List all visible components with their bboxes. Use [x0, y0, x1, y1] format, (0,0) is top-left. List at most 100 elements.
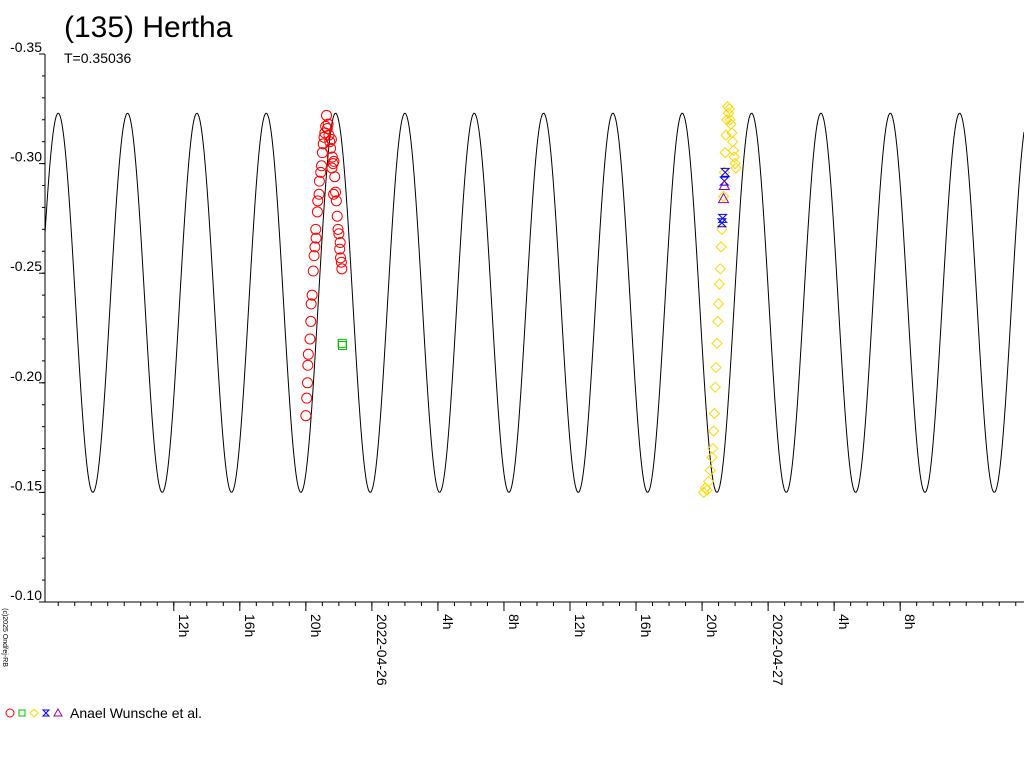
y-tick-label: -0.25 [10, 258, 42, 274]
data-point-diamond [728, 151, 740, 163]
x-tick-label: 8h [506, 614, 522, 630]
data-point-circle [311, 206, 323, 218]
data-point-hourglass [717, 213, 728, 223]
y-tick-label: -0.20 [10, 368, 42, 384]
data-point-circle [301, 392, 313, 404]
chart-title: (135) Hertha [64, 11, 233, 44]
data-point-diamond [712, 298, 725, 310]
model-curve-line [44, 112, 1024, 494]
data-point-diamond [710, 361, 722, 374]
chart-axes: -0.35 -0.30 -0.25 -0.20 -0.15 -0.10 12h 16h 20h 2… [10, 39, 1024, 686]
data-point-triangle [718, 179, 731, 191]
legend-symbol-diamond [29, 708, 39, 718]
data-point-circle [330, 186, 342, 198]
data-point-diamond [730, 162, 742, 174]
data-point-triangle [717, 192, 730, 204]
data-point-circle [308, 250, 320, 262]
data-point-square [337, 338, 347, 348]
y-tick-label: -0.10 [10, 587, 42, 603]
legend-symbol-circle [5, 708, 15, 718]
data-point-diamond [726, 135, 739, 148]
data-point-diamond [709, 381, 721, 393]
data-point-circle [304, 333, 316, 345]
x-tick-label: 2022-04-27 [770, 614, 786, 686]
legend-label: Anael Wunsche et al. [70, 705, 203, 721]
data-point-circle [333, 228, 345, 240]
data-point-diamond [716, 223, 728, 236]
data-point-diamond [707, 425, 720, 437]
data-point-circle [302, 348, 314, 360]
x-tick-label: 12h [572, 614, 588, 637]
data-point-circle [307, 265, 319, 277]
data-point-diamond [717, 190, 730, 203]
data-point-circle [328, 155, 340, 167]
data-point-diamond [706, 451, 718, 464]
x-tick-label: 2022-04-26 [374, 614, 390, 686]
data-point-circle [301, 377, 313, 389]
data-point-diamond [713, 278, 726, 290]
y-tick-label: -0.15 [10, 477, 42, 493]
data-point-circle [328, 188, 340, 200]
legend-symbol-triangle [53, 707, 63, 717]
data-point-diamond [707, 442, 719, 455]
data-point-circle [305, 315, 317, 327]
data-point-diamond [704, 464, 717, 477]
legend-symbol-square [18, 709, 26, 717]
legend-symbols [5, 707, 63, 718]
data-point-circle [313, 188, 325, 200]
data-point-circle [316, 160, 328, 172]
data-point-circle [324, 136, 336, 148]
data-point-diamond [702, 475, 715, 488]
data-point-diamond [701, 484, 713, 496]
data-point-circle [336, 263, 348, 275]
data-point-diamond [708, 407, 721, 420]
data-point-hourglass [719, 167, 731, 177]
data-point-circle [320, 109, 332, 121]
data-point-diamond [720, 129, 732, 141]
x-tick-label: 8h [902, 614, 918, 630]
data-point-circle [326, 151, 338, 163]
data-point-square [337, 341, 347, 351]
data-point-circle [312, 195, 324, 207]
x-tick-label: 12h [176, 614, 192, 637]
x-tick-label: 20h [704, 614, 720, 637]
data-point-circle [315, 166, 327, 178]
data-point-diamond [711, 337, 723, 350]
data-point-diamond [724, 114, 736, 126]
data-point-circle [310, 232, 322, 244]
data-point-circle [305, 298, 317, 310]
data-point-circle [326, 162, 338, 174]
data-point-diamond [714, 263, 726, 275]
data-point-circle [306, 289, 318, 301]
data-point-circle [335, 256, 347, 268]
data-point-diamond [719, 146, 731, 159]
data-point-circle [300, 410, 312, 422]
legend-symbol-hourglass [41, 709, 51, 717]
legend: Anael Wunsche et al. [4, 704, 202, 722]
data-point-circle [330, 195, 342, 207]
data-point-circle [334, 243, 346, 255]
data-point-diamond [721, 100, 734, 113]
y-tick-label: -0.30 [10, 149, 42, 165]
data-point-diamond [729, 157, 741, 170]
data-point-circle [322, 118, 334, 130]
data-point-circle [302, 359, 314, 371]
data-point-diamond [712, 315, 724, 328]
data-point-circle [325, 133, 337, 145]
data-point-diamond [715, 241, 727, 253]
x-tick-label: 4h [440, 614, 456, 630]
data-point-circle [332, 223, 344, 235]
x-tick-label: 20h [308, 614, 324, 637]
data-point-diamond [723, 103, 736, 115]
data-point-circle [335, 252, 347, 264]
x-tick-label: 16h [242, 614, 258, 637]
data-point-diamond [699, 482, 712, 494]
y-tick-label: -0.35 [10, 39, 42, 55]
data-point-circle [325, 142, 337, 154]
data-point-circle [309, 241, 321, 253]
data-point-circle [331, 210, 343, 222]
model-curve [44, 112, 1024, 494]
data-point-circle [321, 123, 333, 135]
chart-subtitle: T=0.35036 [64, 50, 132, 66]
